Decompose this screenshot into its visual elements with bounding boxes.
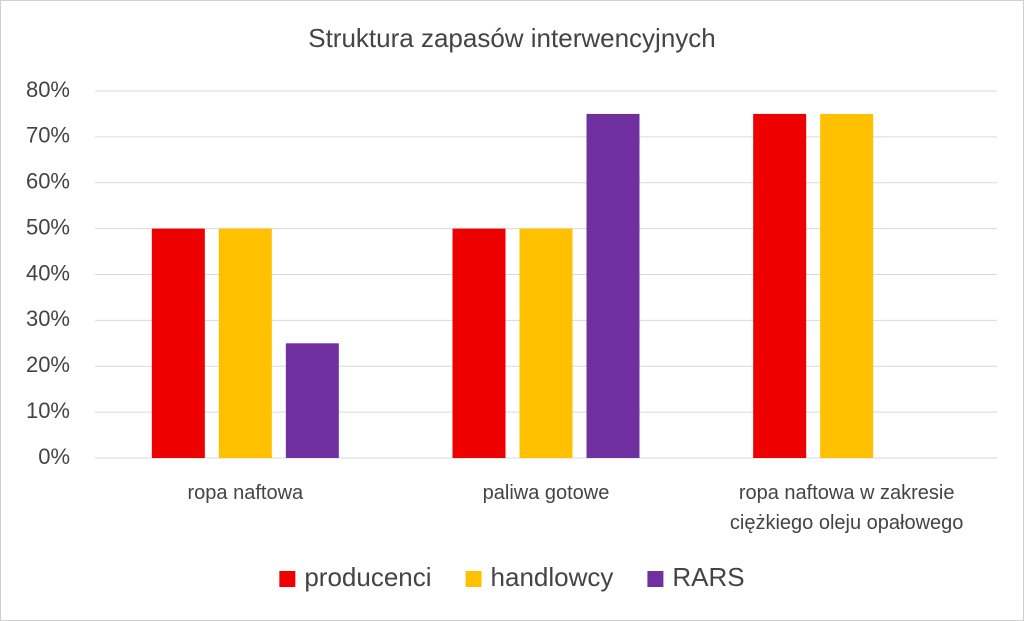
legend-swatch (465, 571, 482, 587)
bar (218, 228, 272, 458)
legend-swatch (647, 571, 664, 587)
bar (753, 113, 807, 458)
y-tick-label: 40% (26, 260, 70, 285)
y-tick-label: 20% (26, 352, 70, 377)
x-tick-label: paliwa gotowe (482, 482, 610, 504)
y-tick-label: 0% (38, 444, 70, 469)
legend-label: producenci (304, 562, 431, 592)
legend-label: handlowcy (491, 562, 614, 592)
chart-title: Struktura zapasów interwencyjnych (308, 23, 716, 53)
y-tick-label: 30% (26, 306, 70, 331)
y-tick-label: 70% (26, 123, 70, 148)
bar (820, 113, 874, 458)
y-tick-label: 60% (26, 169, 70, 194)
x-tick-label: ropa naftowa (187, 482, 304, 504)
y-tick-label: 80% (26, 77, 70, 102)
y-tick-label: 10% (26, 398, 70, 423)
bar (285, 343, 339, 458)
legend-swatch (279, 571, 296, 587)
bar (452, 228, 506, 458)
bar (151, 228, 205, 458)
y-tick-label: 50% (26, 214, 70, 239)
bar (519, 228, 573, 458)
legend-label: RARS (672, 562, 744, 592)
x-tick-label: ropa naftowa w zakresie ciężkiego oleju … (729, 482, 964, 534)
bar (586, 113, 640, 458)
